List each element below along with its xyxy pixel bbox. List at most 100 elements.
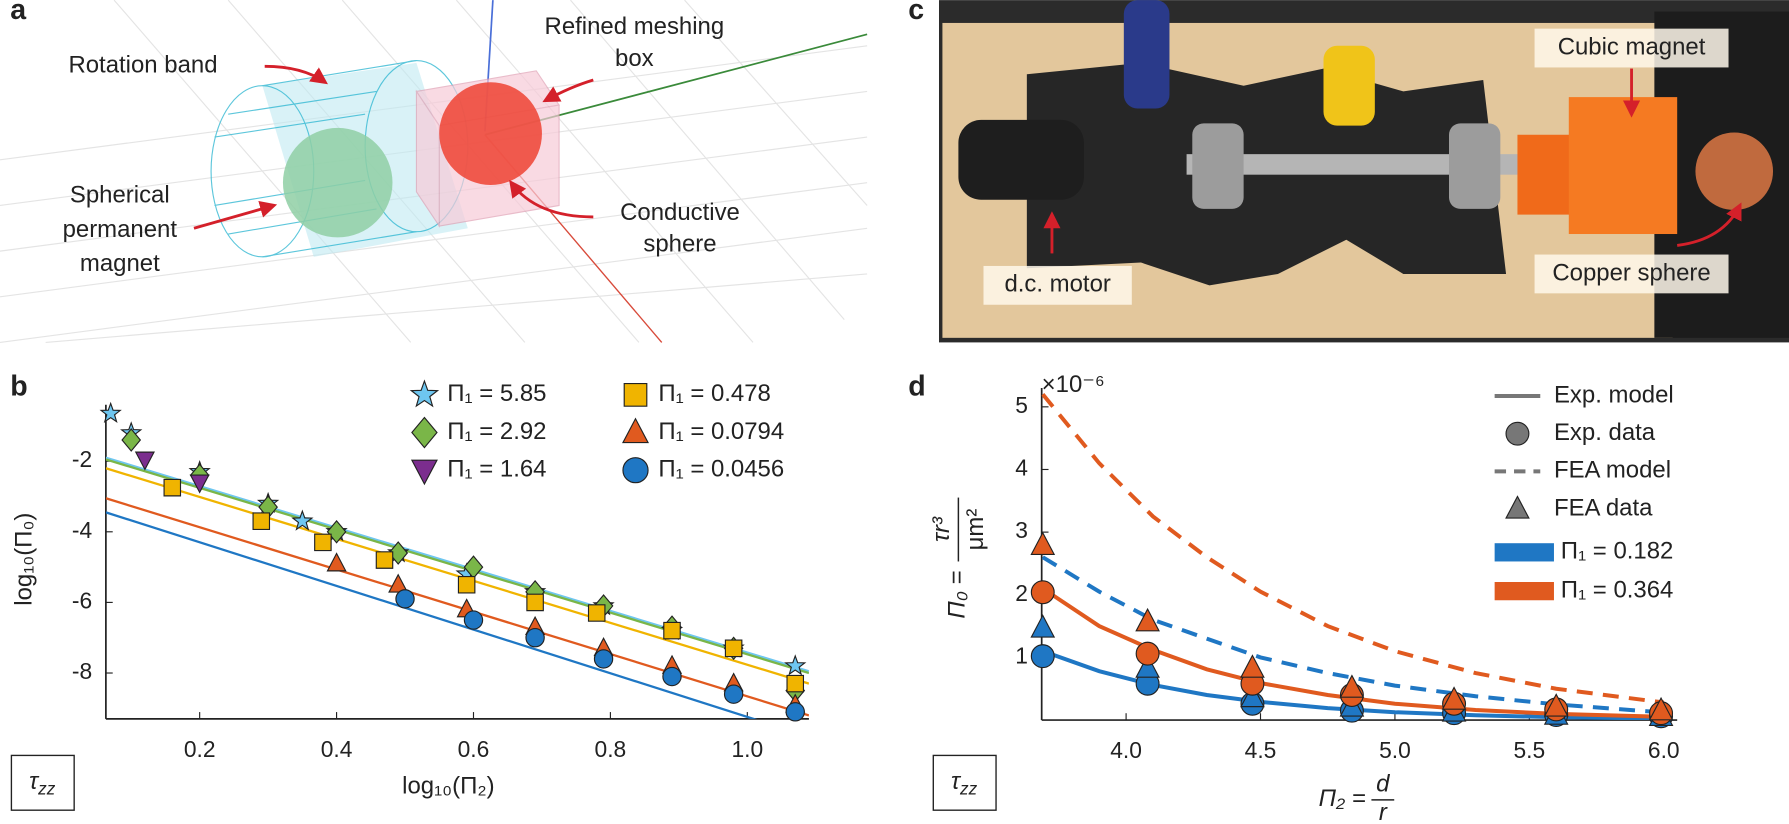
marker <box>326 552 347 572</box>
marker <box>1339 674 1365 698</box>
legend-key <box>622 457 649 484</box>
x-tick-label: 5.5 <box>1513 737 1545 763</box>
clamp <box>1123 0 1170 109</box>
y-axis-title: Π₀ = τr³ μm² <box>928 497 989 619</box>
marker <box>99 401 122 424</box>
legend-label: Π₁ = 0.0794 <box>658 418 784 445</box>
permanent-magnet <box>282 127 393 238</box>
legend-key <box>1505 495 1530 519</box>
marker <box>784 654 807 676</box>
fit-line <box>105 458 809 675</box>
x-tick-label: 0.8 <box>595 736 627 762</box>
exp-model <box>1041 586 1664 719</box>
panel-letter: c <box>908 0 924 26</box>
annotation: Rotation band <box>68 52 217 79</box>
x-tick-label: 4.0 <box>1110 737 1142 763</box>
x-tick-label: 1.0 <box>731 736 763 762</box>
y-tick-label: 1 <box>1015 642 1028 668</box>
x-axis-title-den: r <box>1379 799 1388 824</box>
annotation: magnet <box>80 250 160 277</box>
annotation: Refined meshing <box>545 13 725 40</box>
y-axis-title: log₁₀(Π₀) <box>10 513 37 606</box>
panel-b: b 0.2 0.4 0.6 0.8 1.0 -2 -4 -6 -8 τzz log₁₀(Π₂) log₁… <box>10 371 809 811</box>
corner-label: τzz <box>951 768 978 798</box>
exp-model <box>1042 649 1664 721</box>
marker <box>1135 654 1160 678</box>
marker <box>1135 607 1160 632</box>
annotation: Cubic magnet <box>1558 33 1706 60</box>
label-bg <box>1534 254 1729 294</box>
x-tick-label: 0.6 <box>458 736 490 762</box>
x-axis-title-num: d <box>1376 770 1390 797</box>
fit-line <box>105 456 809 673</box>
marker <box>663 621 681 640</box>
label-bg <box>1534 28 1729 68</box>
axis-exponent: ×10⁻⁶ <box>1042 371 1105 398</box>
marker <box>1030 644 1055 669</box>
panel-letter: a <box>10 0 27 26</box>
marker <box>1240 683 1265 708</box>
marker <box>134 451 155 471</box>
panel-c: Cubic magnet d.c. motor Copper sphere c <box>908 0 1789 343</box>
x-tick-label: 0.2 <box>184 736 216 762</box>
marker <box>457 575 476 594</box>
legend-key <box>622 417 650 444</box>
panel-letter: b <box>10 371 27 403</box>
legend-key <box>1494 543 1554 562</box>
marker <box>723 684 744 704</box>
marker <box>1648 696 1674 721</box>
copper-sphere <box>1695 132 1774 211</box>
x-tick-label: 5.0 <box>1379 737 1411 763</box>
legend-label: FEA model <box>1554 457 1671 484</box>
marker <box>587 604 606 622</box>
legend-key <box>409 379 440 408</box>
marker <box>1135 641 1160 666</box>
marker <box>1441 686 1467 710</box>
corner-box <box>10 754 75 811</box>
label-bg <box>983 265 1132 305</box>
model-curves <box>1041 393 1665 721</box>
legend-label: FEA data <box>1554 494 1653 521</box>
arrows <box>193 64 594 230</box>
legend-key <box>623 383 648 407</box>
cubic-magnet <box>1568 97 1678 235</box>
annotation: d.c. motor <box>1004 271 1110 298</box>
y-axis-title-lhs: Π₀ = <box>944 571 971 619</box>
fea-model <box>1041 555 1664 715</box>
legend-key <box>1505 421 1530 446</box>
annotation: permanent <box>63 216 178 243</box>
y-axis-title-den: μm² <box>962 509 989 551</box>
marker <box>1030 580 1055 605</box>
legend-label: Π₁ = 0.478 <box>658 380 771 407</box>
x-axis-title: log₁₀(Π₂) <box>402 773 494 800</box>
arrows <box>1043 68 1742 254</box>
y-tick-label: -8 <box>72 658 92 684</box>
legend-key <box>411 416 438 449</box>
corner-label: τzz <box>29 768 56 798</box>
marker <box>1030 531 1056 555</box>
y-axis-title-num: τr³ <box>928 516 955 542</box>
annotation: Conductive <box>620 199 740 226</box>
legend-key <box>1494 582 1554 601</box>
y-tick-label: 4 <box>1015 455 1028 481</box>
clamp <box>1323 45 1375 126</box>
shaft <box>1186 154 1529 175</box>
legend-label: Π₁ = 1.64 <box>447 456 546 483</box>
marker <box>291 509 314 531</box>
y-tick-label: 5 <box>1015 392 1028 418</box>
fit-line <box>105 511 758 719</box>
marker <box>662 666 682 687</box>
fit-line <box>105 467 809 685</box>
x-axis-title-lhs: Π₂ = <box>1319 785 1366 812</box>
marker <box>189 474 210 494</box>
marker <box>1543 693 1569 717</box>
x-tick-label: 6.0 <box>1648 737 1680 763</box>
marker <box>388 541 409 565</box>
y-tick-label: 2 <box>1015 580 1028 606</box>
marker <box>1030 614 1056 638</box>
panel-a: a Rotation band Refined meshing box Sphe… <box>0 0 868 343</box>
marker <box>463 610 484 630</box>
marker <box>525 628 545 648</box>
